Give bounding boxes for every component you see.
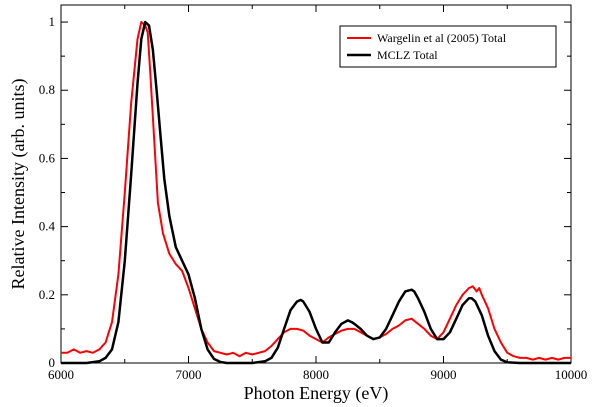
x-axis-title: Photon Energy (eV) (244, 383, 389, 404)
legend-box (339, 25, 557, 68)
legend: Wargelin et al (2005) Total MCLZ Total (339, 25, 557, 68)
legend-label-wargelin: Wargelin et al (2005) Total (377, 31, 507, 45)
series-line-mclz (61, 20, 571, 365)
x-tick-label: 7000 (176, 367, 202, 382)
x-tick-label: 10000 (555, 367, 588, 382)
y-tick-label: 1 (49, 14, 56, 29)
series-layer (61, 20, 571, 365)
y-tick-label: 0 (49, 355, 56, 370)
y-tick-label: 0.4 (39, 219, 56, 234)
x-tick-label: 6000 (48, 367, 74, 382)
y-tick-label: 0.2 (39, 287, 55, 302)
y-tick-label: 0.8 (39, 82, 55, 97)
y-axis-title: Relative Intensity (arb. units) (8, 79, 29, 290)
y-tick-label: 0.6 (39, 150, 56, 165)
axis-ticks (60, 5, 572, 364)
y-tick-labels: 0 0.2 0.4 0.6 0.8 1 (39, 14, 56, 370)
legend-label-mclz: MCLZ Total (377, 48, 438, 62)
x-tick-labels: 6000 7000 8000 9000 10000 (48, 367, 587, 382)
x-tick-label: 9000 (431, 367, 457, 382)
x-tick-label: 8000 (303, 367, 329, 382)
series-line-wargelin (61, 21, 571, 361)
